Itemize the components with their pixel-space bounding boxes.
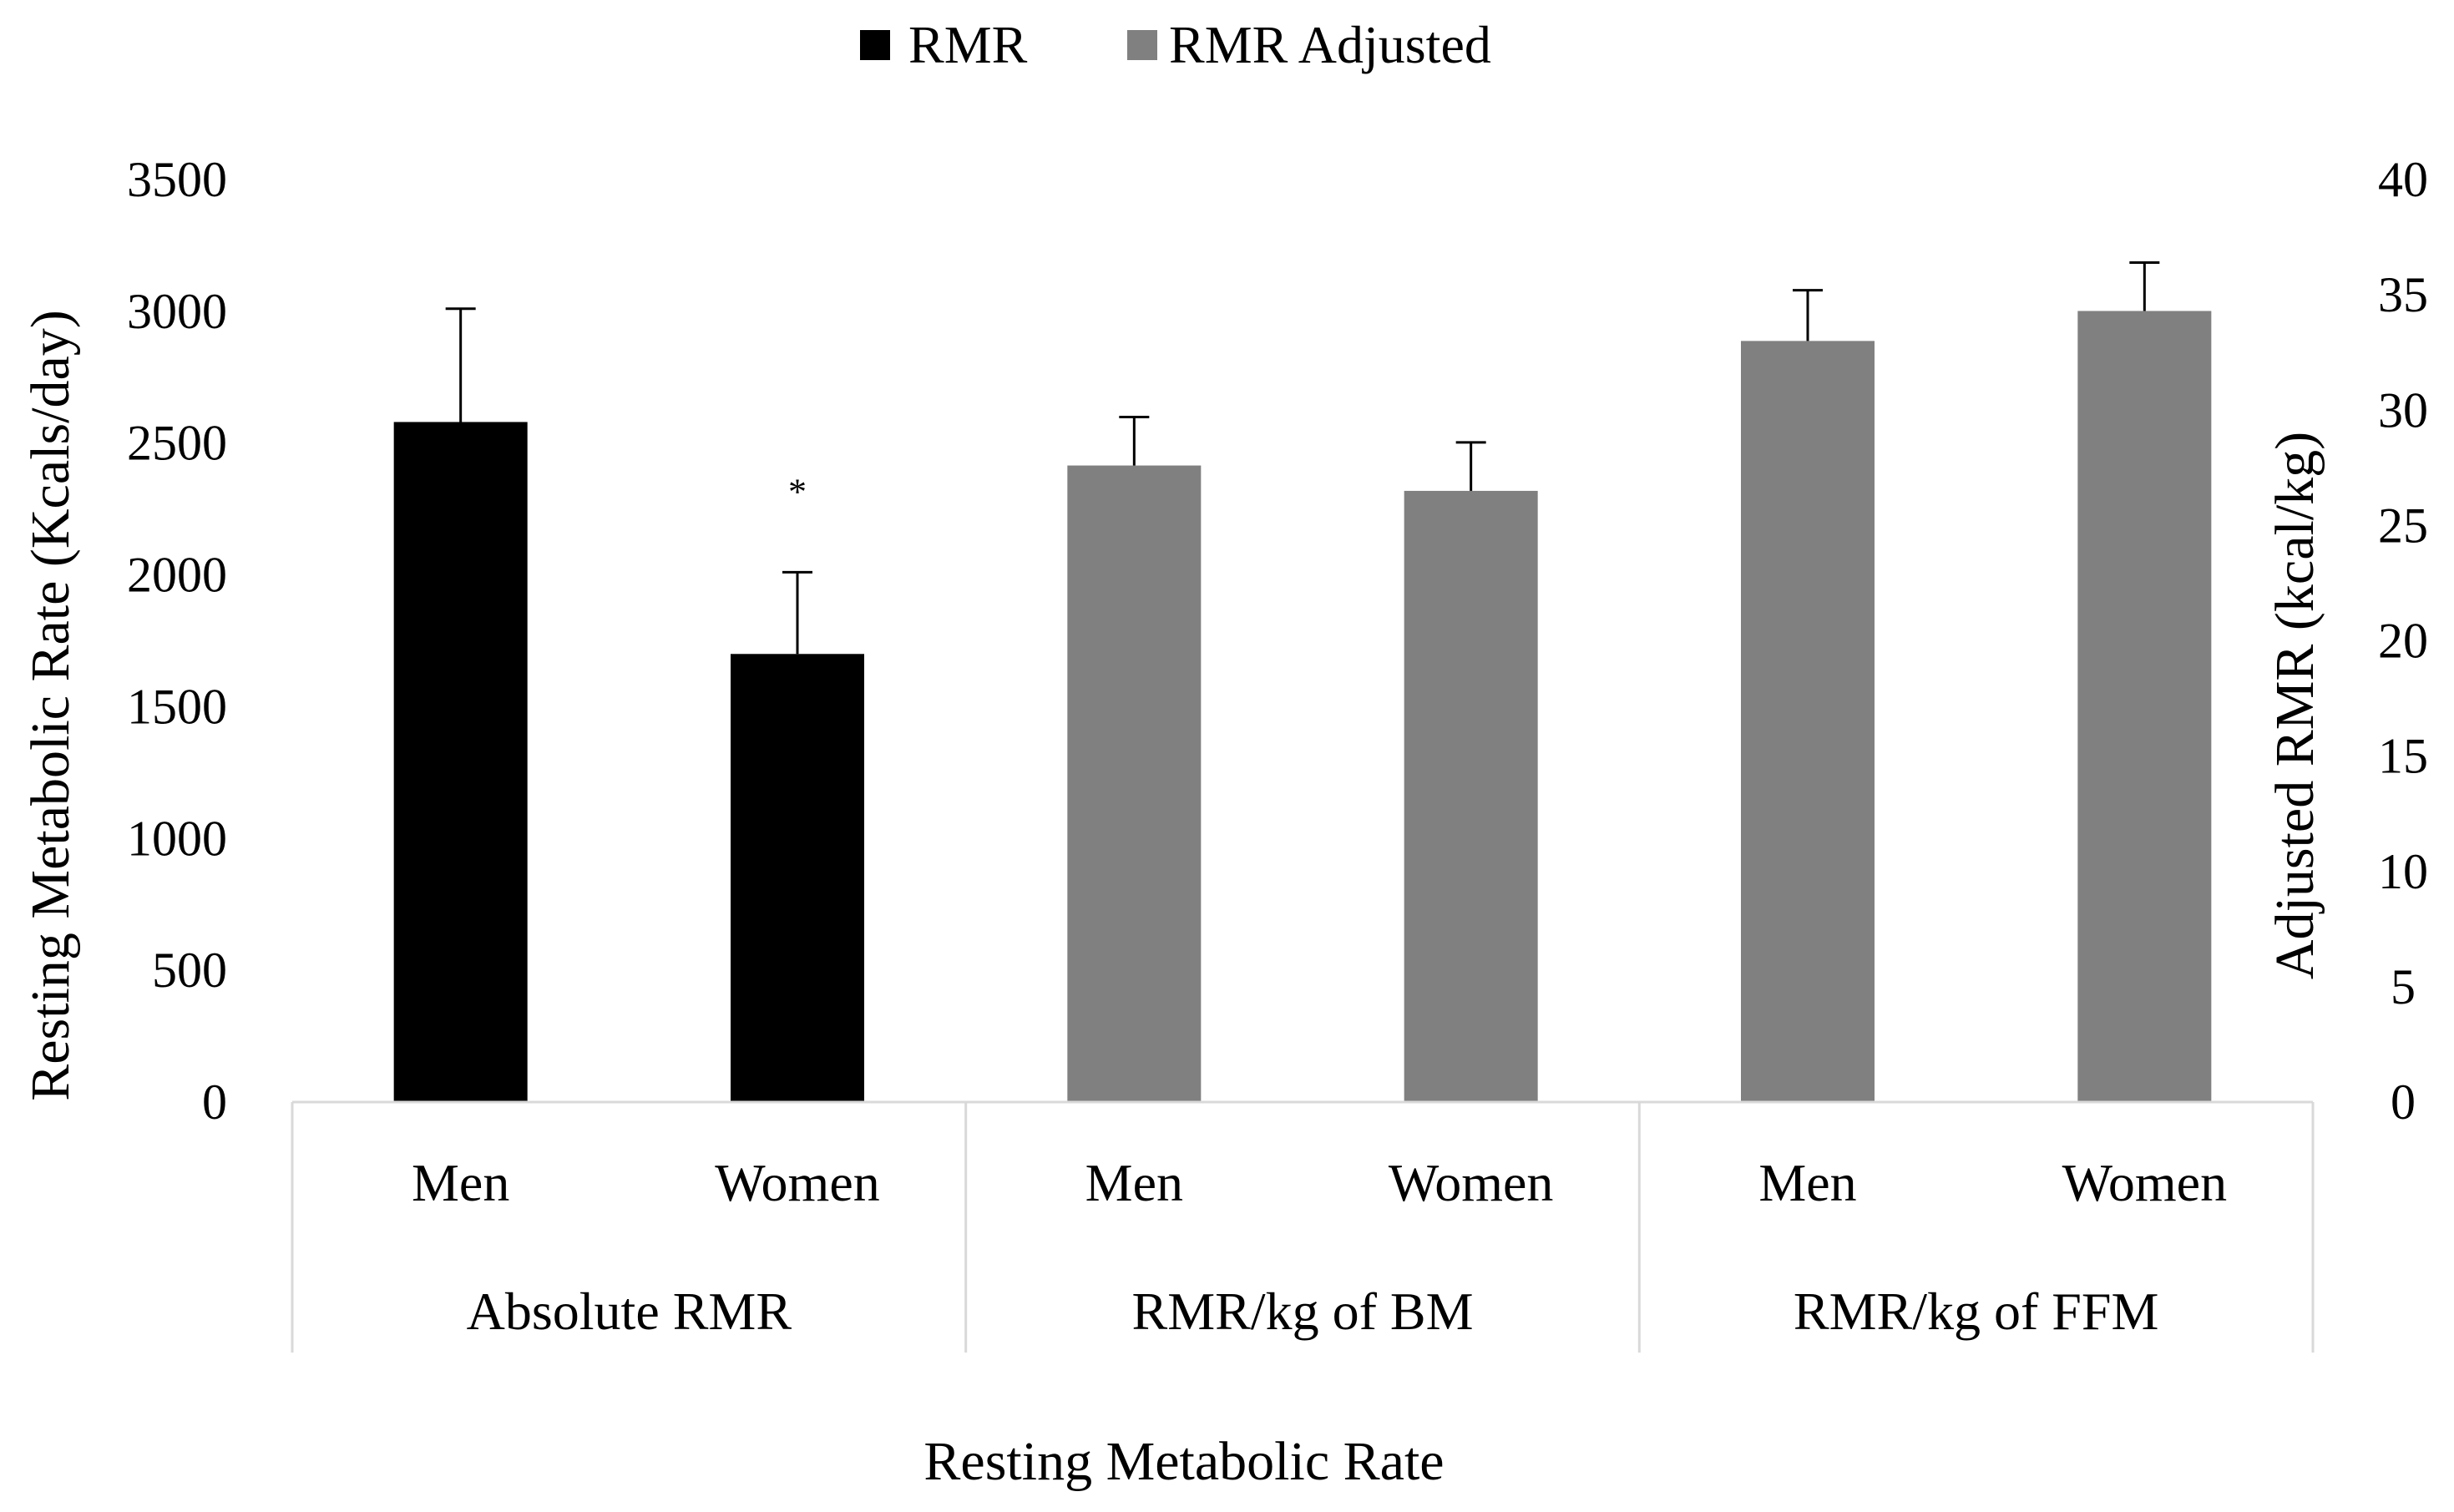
x-category-label: Men [412, 1153, 509, 1212]
y-axis-right-ticks: 0 5 10 15 20 25 30 35 40 [2378, 152, 2428, 1130]
bars: * [393, 260, 2212, 1102]
bar-men [1741, 341, 1875, 1102]
y-tick-label-right: 25 [2378, 498, 2428, 553]
y-tick-label-right: 20 [2378, 614, 2428, 669]
y-tick-label-left: 1000 [127, 811, 227, 866]
y-tick-label-right: 35 [2378, 267, 2428, 322]
y-tick-label-right: 0 [2391, 1075, 2416, 1130]
bar-women [731, 654, 864, 1102]
y-tick-label-left: 500 [152, 943, 227, 998]
x-group-label: Absolute RMR [467, 1282, 792, 1341]
legend-swatch-rmr [860, 30, 890, 60]
bar-men [1067, 465, 1202, 1102]
bar-women [1404, 490, 1538, 1102]
y-tick-label-left: 3000 [127, 284, 227, 339]
y-tick-label-right: 5 [2391, 959, 2416, 1014]
y-tick-label-right: 40 [2378, 152, 2428, 207]
bar-women [2077, 311, 2212, 1102]
y-tick-label-left: 3500 [127, 152, 227, 207]
x-axis-title: Resting Metabolic Rate [923, 1431, 1444, 1492]
y-tick-label-right: 30 [2378, 382, 2428, 437]
x-axis: Men Women Men Women Men Women Absolute RMR RMR/… [291, 1100, 2315, 1353]
x-category-label: Men [1758, 1153, 1856, 1212]
legend-label-rmr: RMR [908, 15, 1028, 74]
significance-marker: * [788, 471, 807, 512]
y-axis-left-ticks: 0 500 1000 1500 2000 2500 3000 3500 [127, 152, 227, 1130]
y-tick-label-left: 2000 [127, 548, 227, 603]
legend: RMR RMR Adjusted [860, 15, 1491, 74]
y-axis-left-title: Resting Metabolic Rate (Kcals/day) [20, 310, 81, 1101]
y-tick-label-left: 2500 [127, 416, 227, 471]
x-category-label: Men [1085, 1153, 1183, 1212]
legend-label-rmr-adjusted: RMR Adjusted [1169, 15, 1491, 74]
y-tick-label-right: 10 [2378, 844, 2428, 899]
x-category-label: Women [715, 1153, 879, 1212]
legend-swatch-rmr-adjusted [1127, 30, 1157, 60]
x-category-label: Women [1389, 1153, 1553, 1212]
y-axis-right-title: Adjusted RMR (kcal/kg) [2264, 432, 2325, 979]
x-group-label: RMR/kg of FFM [1794, 1282, 2158, 1341]
x-group-label: RMR/kg of BM [1132, 1282, 1474, 1341]
y-tick-label-left: 1500 [127, 679, 227, 734]
y-tick-label-left: 0 [202, 1075, 227, 1130]
bar-men [393, 422, 528, 1102]
y-tick-label-right: 15 [2378, 729, 2428, 784]
x-category-label: Women [2062, 1153, 2227, 1212]
